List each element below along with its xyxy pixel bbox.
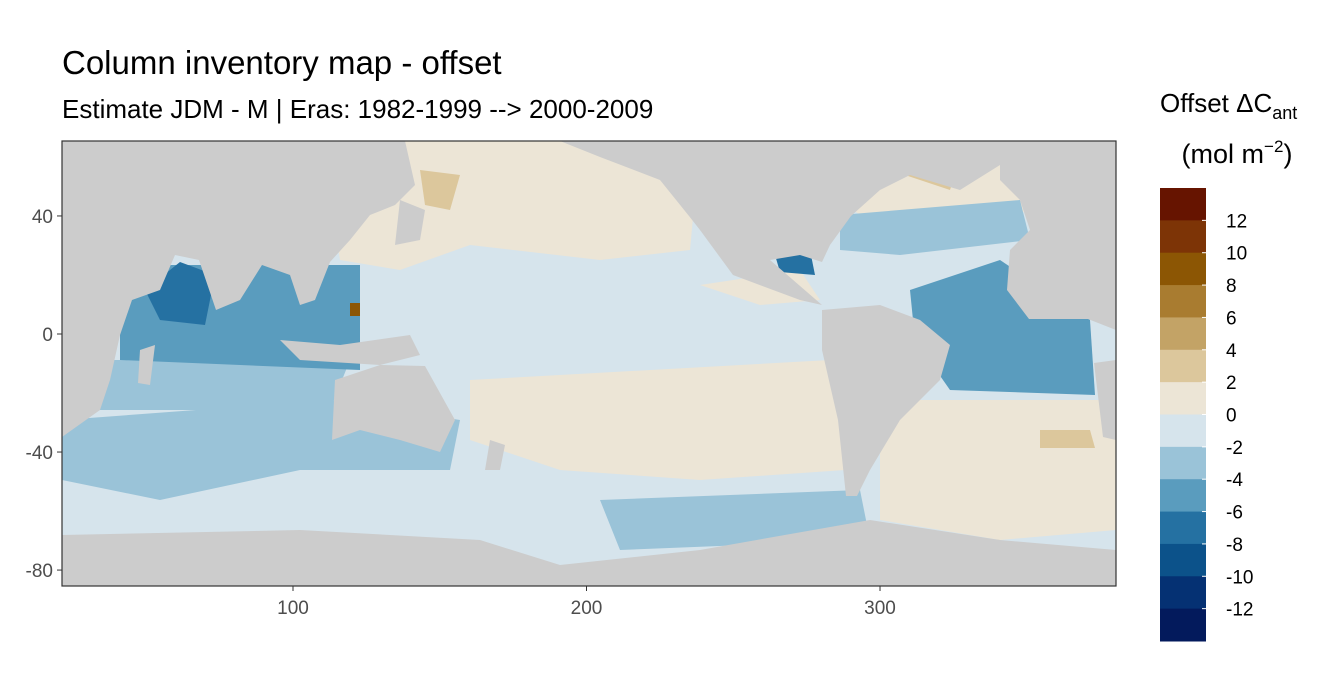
legend-label: -4 <box>1226 470 1243 491</box>
y-tick-label: -80 <box>26 561 53 582</box>
x-tick-label: 300 <box>864 598 896 619</box>
legend-title: Offset ΔCant <box>1160 88 1297 123</box>
legend-swatch <box>1160 382 1206 415</box>
legend-label: -6 <box>1226 503 1243 524</box>
patch <box>470 360 845 480</box>
land-south-america <box>822 305 950 496</box>
legend-swatch <box>1160 317 1206 351</box>
patch <box>1040 430 1095 448</box>
legend-label: -2 <box>1226 438 1243 459</box>
legend-swatch <box>1160 220 1206 254</box>
legend-label: 10 <box>1226 244 1247 265</box>
legend-swatch <box>1160 608 1206 642</box>
legend-label: -8 <box>1226 535 1243 556</box>
legend-swatch <box>1160 479 1206 513</box>
x-tick-label: 100 <box>277 598 309 619</box>
legend-label: 0 <box>1226 406 1237 427</box>
land-europe-africa <box>1000 141 1116 330</box>
patch <box>100 360 350 410</box>
legend-label: 2 <box>1226 373 1237 394</box>
land <box>62 141 1116 586</box>
legend-swatch <box>1160 414 1206 448</box>
legend-label: 12 <box>1226 211 1247 232</box>
legend-swatch <box>1160 252 1206 286</box>
y-tick-label: 40 <box>32 207 53 228</box>
patch <box>880 400 1116 540</box>
legend-swatch <box>1160 188 1206 221</box>
legend-label: 4 <box>1226 341 1237 362</box>
land-madagascar <box>138 345 155 385</box>
y-tick-label: -40 <box>26 443 53 464</box>
legend: 12 10 8 6 4 2 0 -2 -4 -6 -8 -10 -12 <box>1160 188 1253 642</box>
legend-units-close: ) <box>1283 139 1292 169</box>
legend-label: -10 <box>1226 567 1253 588</box>
legend-swatch <box>1160 511 1206 545</box>
land-new-zealand <box>485 440 505 470</box>
x-tick-label: 200 <box>571 598 603 619</box>
legend-swatch <box>1160 349 1206 383</box>
legend-label: 6 <box>1226 308 1237 329</box>
legend-swatch <box>1160 543 1206 577</box>
panel-border <box>61 140 1117 587</box>
land-japan <box>395 200 425 245</box>
legend-swatch <box>1160 285 1206 318</box>
land-southern-africa <box>1094 360 1116 440</box>
land-australia <box>332 365 455 452</box>
land-antarctica <box>62 520 1116 586</box>
patch <box>840 200 1030 255</box>
y-tick-label: 0 <box>42 325 53 346</box>
legend-units-open: (mol m <box>1182 139 1265 169</box>
land-indonesia <box>280 335 420 365</box>
map-panel <box>62 141 1116 586</box>
land-north-america <box>560 141 1116 305</box>
legend-title-main: Offset ΔC <box>1160 88 1272 118</box>
legend-units: (mol m−2) <box>1182 137 1293 169</box>
legend-label: -12 <box>1226 600 1253 621</box>
chart-title: Column inventory map - offset <box>62 44 502 81</box>
patch <box>420 170 460 210</box>
legend-label: 8 <box>1226 276 1237 297</box>
patch <box>350 303 360 316</box>
chart-subtitle: Estimate JDM - M | Eras: 1982-1999 --> 2… <box>62 94 653 124</box>
legend-swatch <box>1160 446 1206 480</box>
legend-units-sup: −2 <box>1264 137 1283 156</box>
legend-title-sub: ant <box>1272 103 1297 123</box>
legend-swatch <box>1160 576 1206 610</box>
land-eurasia-africa <box>62 141 415 437</box>
